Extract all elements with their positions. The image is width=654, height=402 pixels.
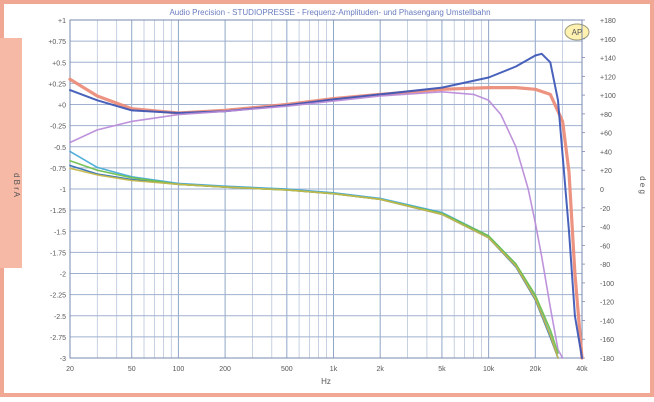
x-tick-label: 10k — [483, 366, 495, 373]
series-line-6 — [69, 167, 559, 359]
series-line-2 — [69, 91, 564, 359]
right-tick-label: -100 — [600, 281, 614, 288]
left-tick-label: -1.25 — [50, 208, 66, 215]
right-tick-label: +180 — [600, 18, 616, 25]
salmon-left-strip — [0, 38, 22, 268]
left-tick-label: -1.75 — [50, 250, 66, 257]
series-line-4 — [69, 164, 559, 359]
series-group — [68, 52, 584, 360]
right-tick-label: +100 — [600, 93, 616, 100]
right-axis-label: d e g — [638, 176, 647, 194]
chart-title: Audio Precision - STUDIOPRESSE - Frequen… — [169, 8, 490, 17]
right-axis: +180 +160 +140 +120 +100 +80 +60 +40 +20 0 -20 -40 -… — [582, 18, 616, 363]
left-tick-label: -2.5 — [54, 314, 66, 321]
left-tick-label: -0.5 — [54, 145, 66, 152]
left-axis-label: d B r A — [12, 173, 21, 198]
left-tick-label: -3 — [60, 356, 66, 363]
x-axis-label: Hz — [321, 377, 331, 386]
left-axis: +1 +0.75 +0.5 +0.25 +0 -0.25 -0.5 -0.75 -1 -1.25 -… — [48, 18, 66, 363]
x-tick-label: 5k — [438, 366, 446, 373]
right-tick-label: 0 — [600, 187, 604, 194]
ap-logo: AP — [564, 23, 590, 41]
right-tick-label: -40 — [600, 225, 610, 232]
x-tick-label: 500 — [281, 366, 293, 373]
right-tick-label: +140 — [600, 56, 616, 63]
series-line-1 — [69, 52, 583, 359]
right-tick-label: +60 — [600, 131, 612, 138]
grid — [69, 19, 583, 359]
right-tick-label: +80 — [600, 112, 612, 119]
x-tick-label: 1k — [330, 366, 338, 373]
left-tick-label: -2.75 — [50, 335, 66, 342]
x-axis: 20 50 100 200 500 1k 2k 5k 10k 20k 40k — [66, 366, 588, 373]
right-tick-label: +160 — [600, 37, 616, 44]
left-tick-label: -0.25 — [50, 124, 66, 131]
svg-text:AP: AP — [572, 28, 583, 37]
right-tick-label: -180 — [600, 356, 614, 363]
series-line-5 — [69, 160, 559, 355]
right-tick-label: +20 — [600, 168, 612, 175]
right-tick-label: -120 — [600, 300, 614, 307]
left-tick-label: -1.5 — [54, 229, 66, 236]
x-tick-label: 100 — [173, 366, 185, 373]
right-tick-label: +40 — [600, 149, 612, 156]
x-tick-label: 50 — [128, 366, 136, 373]
right-tick-label: +120 — [600, 74, 616, 81]
x-tick-label: 200 — [219, 366, 231, 373]
right-tick-label: -160 — [600, 337, 614, 344]
x-tick-label: 2k — [377, 366, 385, 373]
right-tick-label: -20 — [600, 206, 610, 213]
left-tick-label: -1 — [60, 187, 66, 194]
left-tick-label: -0.75 — [50, 166, 66, 173]
x-tick-label: 20 — [66, 366, 74, 373]
x-tick-label: 40k — [576, 366, 588, 373]
left-tick-label: +0.5 — [52, 60, 66, 67]
right-tick-label: -80 — [600, 262, 610, 269]
left-tick-label: +0.25 — [48, 81, 66, 88]
left-tick-label: +0.75 — [48, 39, 66, 46]
right-tick-label: -60 — [600, 243, 610, 250]
x-tick-label: 20k — [530, 366, 542, 373]
series-line-3 — [69, 150, 559, 359]
left-tick-label: -2 — [60, 272, 66, 279]
left-tick-label: +0 — [58, 103, 66, 110]
left-tick-label: -2.25 — [50, 293, 66, 300]
right-tick-label: -140 — [600, 318, 614, 325]
left-tick-label: +1 — [58, 18, 66, 25]
